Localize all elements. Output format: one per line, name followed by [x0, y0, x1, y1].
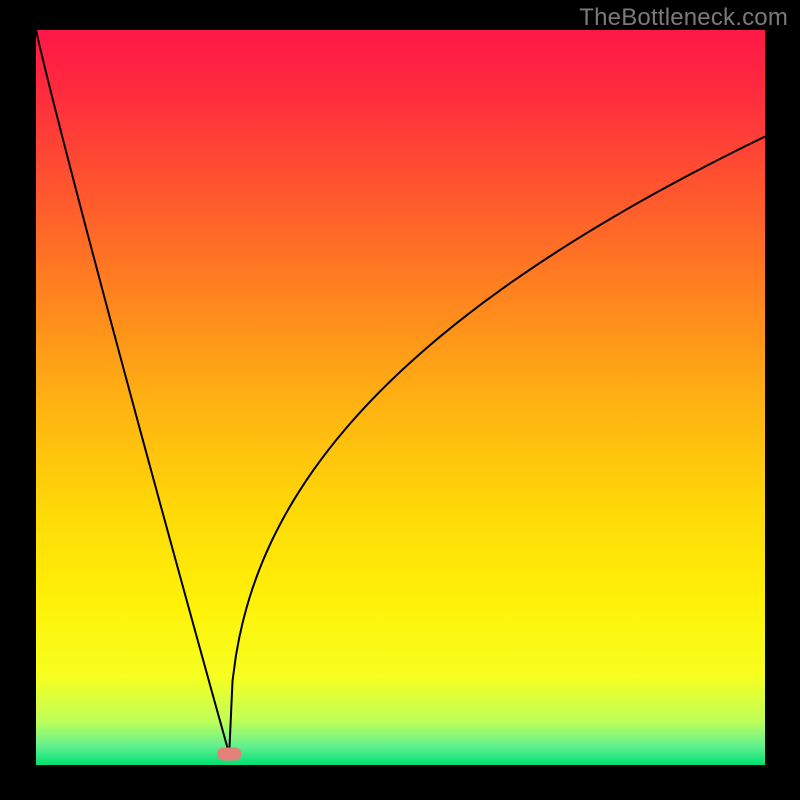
chart-container: TheBottleneck.com [0, 0, 800, 800]
watermark-text: TheBottleneck.com [579, 4, 788, 32]
optimal-point-marker [217, 747, 241, 760]
plot-area [36, 30, 765, 765]
bottleneck-curve-chart [0, 0, 800, 800]
